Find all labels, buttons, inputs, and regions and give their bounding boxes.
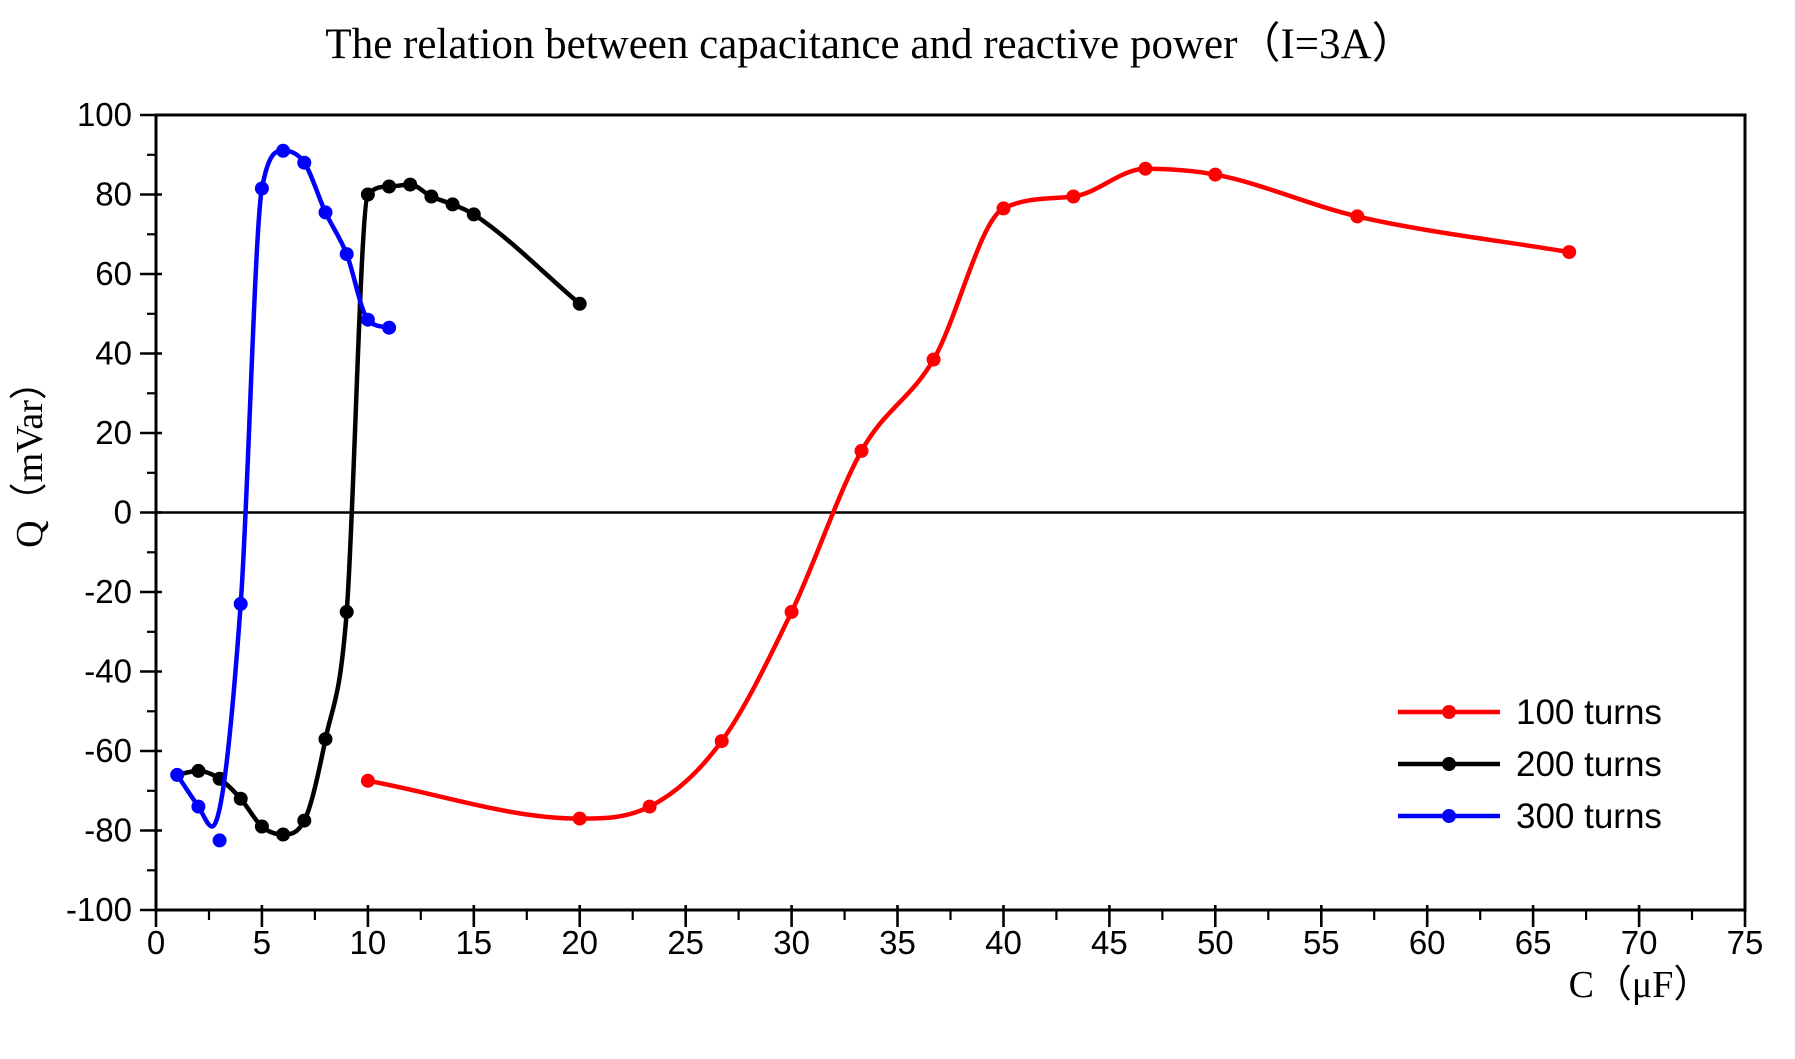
y-tick-label: -80: [84, 812, 132, 849]
legend-marker-300-turns: [1442, 809, 1456, 823]
data-point-100-turns: [1350, 209, 1365, 224]
x-tick-label: 0: [147, 924, 165, 961]
y-tick-label: -60: [84, 732, 132, 769]
y-tick-label: 80: [95, 176, 132, 213]
x-tick-label: 25: [667, 924, 704, 961]
data-point-200-turns: [403, 177, 418, 192]
data-point-200-turns: [424, 189, 439, 204]
y-tick-label: 100: [77, 96, 132, 133]
data-point-200-turns: [297, 813, 312, 828]
series-layer: [170, 143, 1577, 848]
data-point-100-turns: [1066, 189, 1081, 204]
data-point-200-turns: [466, 207, 481, 222]
legend: 100 turns 200 turns 300 turns: [1398, 693, 1662, 836]
data-point-300-turns: [191, 799, 206, 814]
legend-marker-200-turns: [1442, 757, 1456, 771]
y-tick-label: 0: [114, 494, 132, 531]
x-tick-label: 45: [1091, 924, 1128, 961]
legend-row-300-turns: 300 turns: [1398, 797, 1662, 836]
x-tick-label: 5: [253, 924, 271, 961]
legend-label-300-turns: 300 turns: [1516, 797, 1662, 836]
x-tick-label: 35: [879, 924, 916, 961]
legend-row-200-turns: 200 turns: [1398, 745, 1662, 784]
series-200-turns: [174, 177, 587, 842]
legend-row-100-turns: 100 turns: [1398, 693, 1662, 732]
data-point-200-turns: [572, 296, 587, 311]
data-point-200-turns: [339, 604, 354, 619]
data-point-300-turns: [360, 312, 375, 327]
x-tick-label: 10: [350, 924, 387, 961]
data-point-300-turns: [318, 205, 333, 220]
y-tick-label: 20: [95, 414, 132, 451]
data-point-200-turns: [254, 819, 269, 834]
series-line-200-turns: [174, 182, 582, 837]
legend-label-200-turns: 200 turns: [1516, 745, 1662, 784]
x-axis-label: C（μF）: [1569, 964, 1712, 1006]
x-tick-label: 70: [1621, 924, 1658, 961]
data-point-300-turns: [170, 767, 185, 782]
data-point-200-turns: [360, 187, 375, 202]
y-tick-label: -40: [84, 653, 132, 690]
data-point-200-turns: [191, 763, 206, 778]
data-point-100-turns: [360, 773, 375, 788]
series-line-300-turns: [174, 148, 392, 829]
series-line-100-turns: [365, 166, 1572, 821]
y-tick-label: 60: [95, 255, 132, 292]
data-point-100-turns: [1138, 161, 1153, 176]
x-tick-label: 40: [985, 924, 1022, 961]
legend-marker-100-turns: [1442, 705, 1456, 719]
data-point-300-turns: [276, 143, 291, 158]
x-tick-label: 20: [561, 924, 598, 961]
x-tick-label: 75: [1727, 924, 1764, 961]
data-point-100-turns: [1208, 167, 1223, 182]
chart-title: The relation between capacitance and rea…: [325, 21, 1414, 68]
data-point-200-turns: [276, 827, 291, 842]
y-tick-label: -20: [84, 573, 132, 610]
data-point-300-turns: [382, 320, 397, 335]
x-tick-label: 50: [1197, 924, 1234, 961]
data-point-300-turns: [339, 247, 354, 262]
tick-labels-layer: 0 5 10 15 20 25 30 35 40 45 50 55 60 65 70 75 -100 -80 -60…: [66, 96, 1763, 961]
data-point-100-turns: [714, 734, 729, 749]
series-100-turns: [360, 161, 1577, 826]
data-point-100-turns: [642, 799, 657, 814]
x-tick-label: 60: [1409, 924, 1446, 961]
ticks-layer: [140, 113, 1747, 927]
y-tick-label: -100: [66, 891, 132, 928]
y-tick-label: 40: [95, 335, 132, 372]
data-point-200-turns: [382, 179, 397, 194]
data-point-100-turns: [926, 352, 941, 367]
x-tick-label: 15: [455, 924, 492, 961]
data-point-300-turns: [212, 833, 227, 848]
data-point-100-turns: [784, 604, 799, 619]
data-point-200-turns: [318, 732, 333, 747]
data-point-100-turns: [572, 811, 587, 826]
x-tick-label: 30: [773, 924, 810, 961]
x-tick-label: 55: [1303, 924, 1340, 961]
data-point-300-turns: [233, 596, 248, 611]
legend-label-100-turns: 100 turns: [1516, 693, 1662, 732]
series-300-turns: [170, 143, 397, 848]
x-tick-label: 65: [1515, 924, 1552, 961]
data-point-300-turns: [297, 155, 312, 170]
y-axis-label: Q（mVar）: [9, 362, 51, 548]
data-point-100-turns: [1562, 245, 1577, 260]
data-point-100-turns: [854, 443, 869, 458]
data-point-100-turns: [996, 201, 1011, 216]
data-point-200-turns: [445, 197, 460, 212]
data-point-200-turns: [233, 791, 248, 806]
data-point-300-turns: [254, 181, 269, 196]
